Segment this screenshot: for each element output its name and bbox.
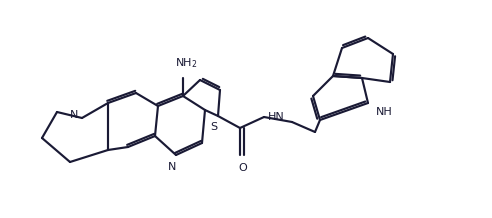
Text: NH: NH (376, 107, 393, 117)
Text: N: N (70, 110, 78, 120)
Text: S: S (211, 122, 217, 132)
Text: HN: HN (268, 112, 285, 122)
Text: N: N (168, 162, 176, 172)
Text: O: O (239, 163, 247, 173)
Text: NH$_2$: NH$_2$ (175, 56, 197, 70)
